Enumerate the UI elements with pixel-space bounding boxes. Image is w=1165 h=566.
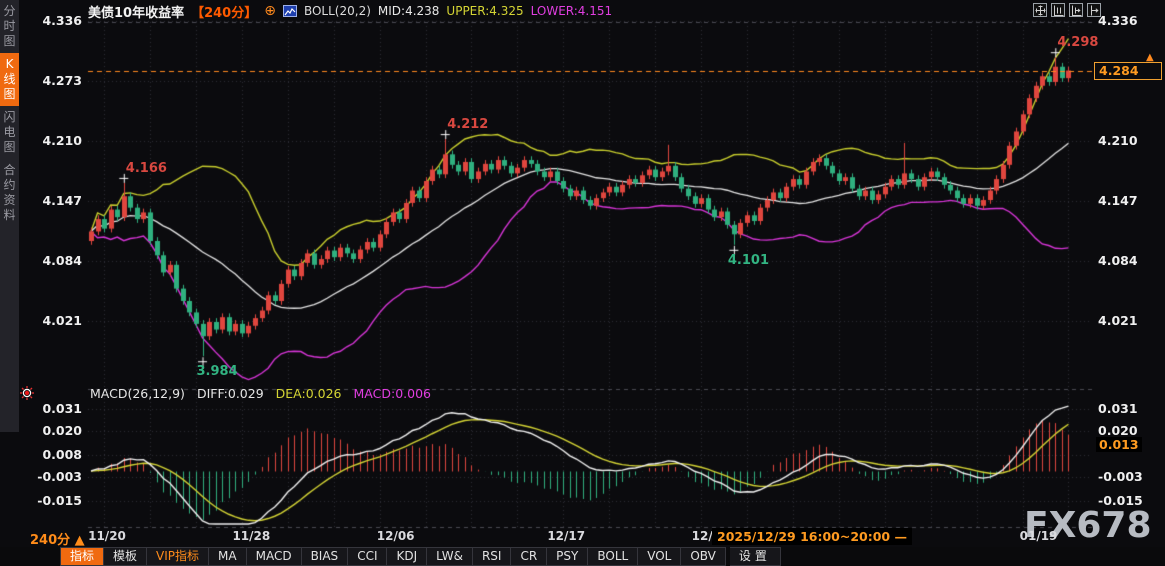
boll-params-label: BOLL(20,2) [303, 4, 371, 18]
footer-tab-vip-indicator[interactable]: VIP指标 [147, 547, 210, 566]
boll-upper-value: UPPER:4.325 [446, 4, 524, 18]
sidebar-item-kline-chart[interactable]: K线图 [0, 53, 19, 106]
instrument-title: 美债10年收益率 [88, 5, 185, 21]
footer-tab-cr[interactable]: CR [511, 547, 548, 566]
macd-macd-value: MACD:0.006 [353, 386, 431, 401]
footer-tab-lw[interactable]: LW& [427, 547, 473, 566]
footer-tab-kdj[interactable]: KDJ [387, 547, 428, 566]
alert-burst-icon [19, 385, 35, 404]
macd-dea-value: DEA:0.026 [275, 386, 342, 401]
footer-tab-rsi[interactable]: RSI [472, 547, 512, 566]
chart-header: 美债10年收益率 【240分】 ⊕ BOLL(20,2) MID:4.238 U… [88, 3, 613, 21]
chart-style-icon[interactable] [282, 5, 297, 17]
macd-params-label: MACD(26,12,9) [90, 386, 185, 401]
macd-header: MACD(26,12,9) DIFF:0.029 DEA:0.026 MACD:… [90, 386, 431, 401]
boll-lower-value: LOWER:4.151 [530, 4, 613, 18]
pan-tool-icon[interactable] [1033, 3, 1047, 17]
compress-x-icon[interactable] [1051, 3, 1065, 17]
footer-tab-template[interactable]: 模板 [104, 547, 148, 566]
crosshair-time-tooltip: 2025/12/29 16:00~20:00 — [712, 528, 912, 545]
footer-tab-bias[interactable]: BIAS [301, 547, 349, 566]
footer-tab-macd[interactable]: MACD [246, 547, 302, 566]
sidebar-item-contract-info[interactable]: 合约资料 [3, 163, 16, 222]
footer-tab-cci[interactable]: CCI [348, 547, 388, 566]
indicator-toolbar: 指标 模板 VIP指标 MA MACD BIAS CCI KDJ LW& RSI CR PSY BOLL… [0, 547, 1165, 566]
footer-tab-indicator[interactable]: 指标 [60, 547, 105, 566]
footer-tab-psy[interactable]: PSY [547, 547, 589, 566]
watermark-logo: FX678 [1024, 505, 1152, 546]
footer-tab-obv[interactable]: OBV [681, 547, 726, 566]
sidebar-item-flash-chart[interactable]: 闪电图 [3, 110, 16, 154]
add-icon[interactable]: ⊕ [264, 3, 276, 19]
macd-diff-value: DIFF:0.029 [196, 386, 264, 401]
boll-mid-value: MID:4.238 [377, 4, 440, 18]
expand-x-icon[interactable] [1069, 3, 1083, 17]
footer-tab-boll[interactable]: BOLL [588, 547, 639, 566]
sidebar-item-time-chart[interactable]: 分时图 [3, 4, 16, 48]
period-selector[interactable]: 240分 ▲ [30, 533, 85, 548]
period-tag[interactable]: 【240分】 [191, 5, 258, 21]
shift-right-icon[interactable] [1087, 3, 1101, 17]
chart-tools [1033, 3, 1101, 17]
footer-tab-vol[interactable]: VOL [638, 547, 682, 566]
sidebar: 分时图 K线图 闪电图 合约资料 [0, 0, 19, 432]
footer-tab-settings[interactable]: 设置 [729, 547, 781, 566]
footer-tab-ma[interactable]: MA [209, 547, 247, 566]
